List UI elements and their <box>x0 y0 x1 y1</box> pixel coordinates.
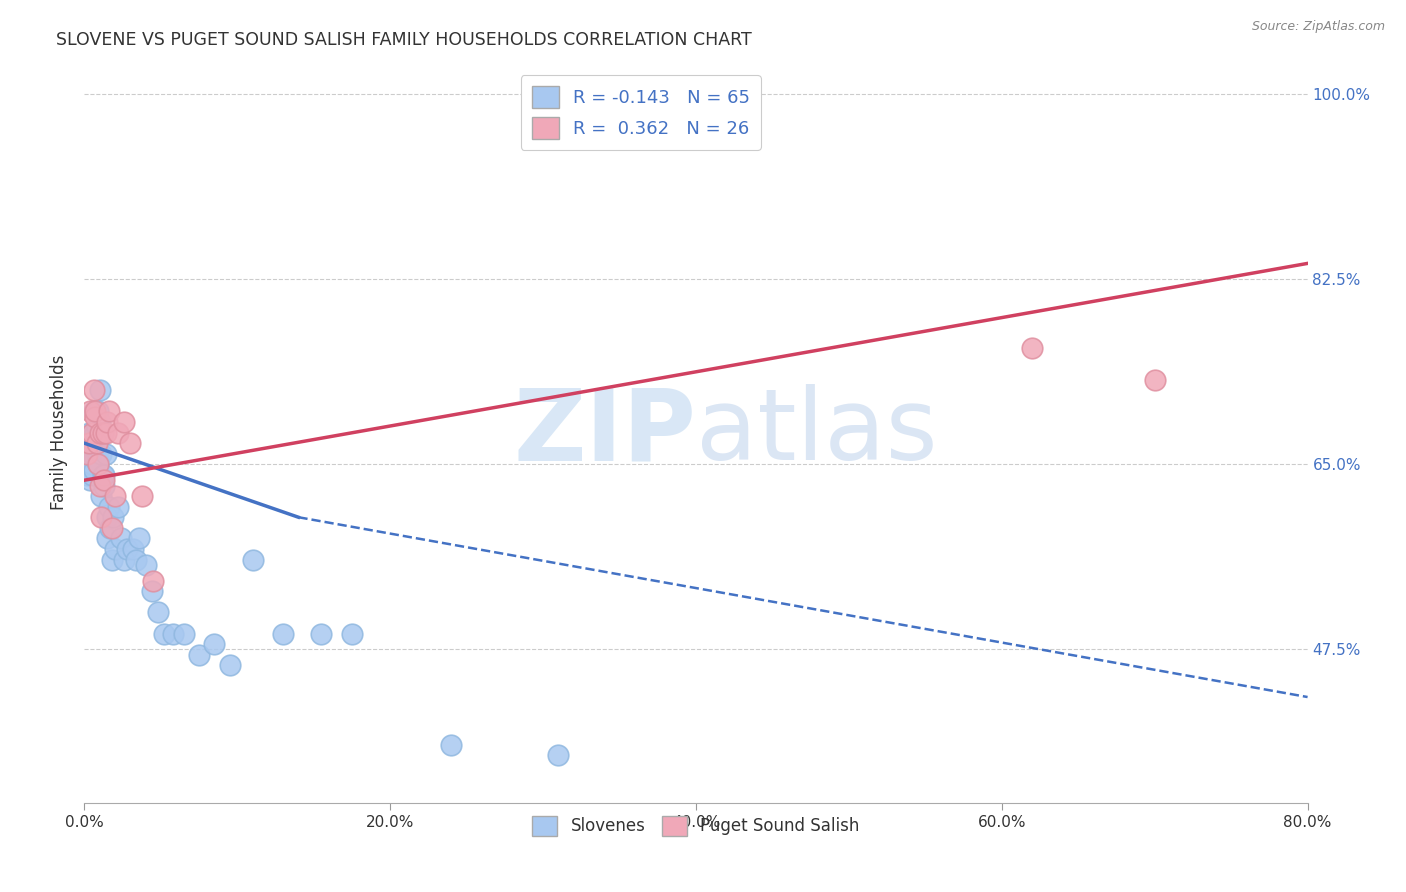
Point <box>87 458 110 472</box>
Point <box>77 425 100 440</box>
Point <box>101 552 124 566</box>
Point <box>86 436 108 450</box>
Point <box>87 458 110 472</box>
Point <box>93 467 115 482</box>
Point <box>440 738 463 752</box>
Point <box>79 404 101 418</box>
Point <box>93 473 115 487</box>
Point <box>271 626 294 640</box>
Point <box>79 473 101 487</box>
Point <box>86 447 108 461</box>
Point <box>79 447 101 461</box>
Point <box>83 449 105 463</box>
Point <box>91 467 114 482</box>
Point <box>104 489 127 503</box>
Point <box>83 404 105 418</box>
Point <box>90 510 112 524</box>
Point <box>142 574 165 588</box>
Point <box>122 541 145 556</box>
Point <box>1143 373 1166 387</box>
Point <box>90 489 112 503</box>
Point <box>93 478 115 492</box>
Point <box>311 626 333 640</box>
Point <box>120 436 142 450</box>
Point <box>135 558 157 572</box>
Text: ZIP: ZIP <box>513 384 696 481</box>
Point <box>77 447 100 461</box>
Point <box>91 425 114 440</box>
Point <box>131 489 153 503</box>
Point <box>104 541 127 556</box>
Point <box>80 447 103 461</box>
Point <box>202 637 225 651</box>
Point <box>97 404 120 418</box>
Point <box>96 510 118 524</box>
Point <box>86 436 108 450</box>
Point <box>77 436 100 450</box>
Point <box>87 452 110 467</box>
Point <box>86 420 108 434</box>
Point <box>101 521 124 535</box>
Point <box>1021 341 1043 355</box>
Point <box>98 521 121 535</box>
Point <box>141 584 163 599</box>
Point <box>173 626 195 640</box>
Point <box>547 748 569 763</box>
Point <box>107 425 129 440</box>
Legend: Slovenes, Puget Sound Salish: Slovenes, Puget Sound Salish <box>526 809 866 843</box>
Point <box>97 500 120 514</box>
Point <box>86 447 108 461</box>
Point <box>83 384 105 398</box>
Point <box>103 510 125 524</box>
Point <box>84 404 107 418</box>
Point <box>89 384 111 398</box>
Point <box>94 447 117 461</box>
Text: atlas: atlas <box>696 384 938 481</box>
Point <box>79 436 101 450</box>
Point <box>146 606 169 620</box>
Point <box>96 532 118 546</box>
Point <box>162 626 184 640</box>
Point <box>112 415 135 429</box>
Point <box>77 458 100 472</box>
Point <box>89 415 111 429</box>
Point <box>128 532 150 546</box>
Point <box>112 552 135 566</box>
Point <box>84 409 107 424</box>
Point <box>218 658 240 673</box>
Point <box>76 452 98 467</box>
Point <box>188 648 211 662</box>
Point <box>115 541 138 556</box>
Point <box>90 447 112 461</box>
Point <box>84 425 107 440</box>
Point <box>80 425 103 440</box>
Point <box>84 447 107 461</box>
Point <box>153 626 176 640</box>
Point <box>340 626 363 640</box>
Point <box>80 425 103 440</box>
Point <box>76 467 98 482</box>
Point <box>96 415 118 429</box>
Point <box>91 425 114 440</box>
Point <box>110 532 132 546</box>
Point <box>94 425 117 440</box>
Point <box>242 552 264 566</box>
Y-axis label: Family Households: Family Households <box>49 355 67 510</box>
Point <box>87 404 110 418</box>
Point <box>80 467 103 482</box>
Point <box>107 500 129 514</box>
Text: SLOVENE VS PUGET SOUND SALISH FAMILY HOUSEHOLDS CORRELATION CHART: SLOVENE VS PUGET SOUND SALISH FAMILY HOU… <box>56 31 752 49</box>
Point <box>89 425 111 440</box>
Point <box>83 462 105 476</box>
Point <box>83 442 105 456</box>
Point <box>89 478 111 492</box>
Point <box>125 552 148 566</box>
Text: Source: ZipAtlas.com: Source: ZipAtlas.com <box>1251 20 1385 33</box>
Point <box>76 447 98 461</box>
Point <box>80 458 103 472</box>
Point <box>89 425 111 440</box>
Point <box>84 452 107 467</box>
